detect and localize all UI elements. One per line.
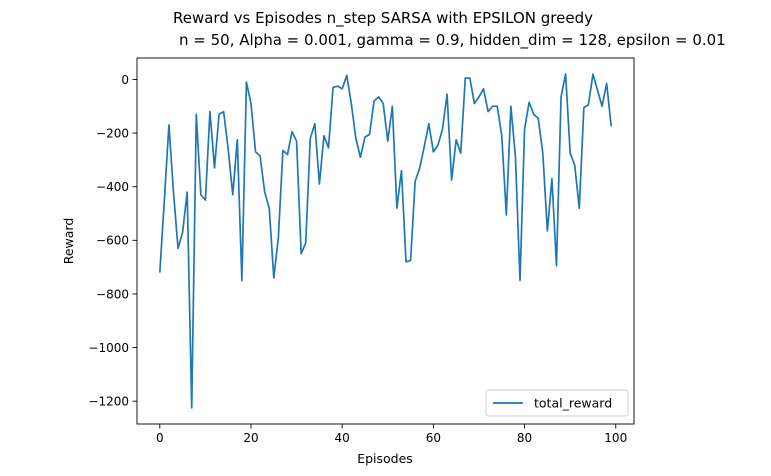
x-tick-label: 100 xyxy=(604,431,627,445)
legend-box xyxy=(485,389,629,417)
y-tick-label: 0 xyxy=(121,73,129,87)
plot-area-frame xyxy=(136,57,635,425)
chart-subtitle: n = 50, Alpha = 0.001, gamma = 0.9, hidd… xyxy=(174,31,725,50)
y-tick-label: −600 xyxy=(96,234,129,248)
x-tick-label: 40 xyxy=(335,431,350,445)
legend-label: total_reward xyxy=(534,396,612,411)
x-axis-label: Episodes xyxy=(357,451,413,466)
legend: total_reward xyxy=(485,389,629,417)
y-axis-label: Reward xyxy=(61,218,76,265)
chart-title: Reward vs Episodes n_step SARSA with EPS… xyxy=(173,9,593,28)
y-tick-label: −200 xyxy=(96,126,129,140)
y-tick-label: −1200 xyxy=(88,395,129,409)
y-tick-label: −400 xyxy=(96,180,129,194)
x-tick-label: 60 xyxy=(426,431,441,445)
x-tick-label: 0 xyxy=(156,431,164,445)
y-tick-label: −1000 xyxy=(88,341,129,355)
x-tick-label: 20 xyxy=(243,431,258,445)
x-axis: 0 20 40 60 80 100 xyxy=(156,424,627,445)
y-tick-label: −800 xyxy=(96,287,129,301)
x-tick-label: 80 xyxy=(517,431,532,445)
series-line-total-reward xyxy=(158,73,613,409)
y-axis: 0 −200 −400 −600 −800 −1000 −1200 xyxy=(88,73,137,409)
